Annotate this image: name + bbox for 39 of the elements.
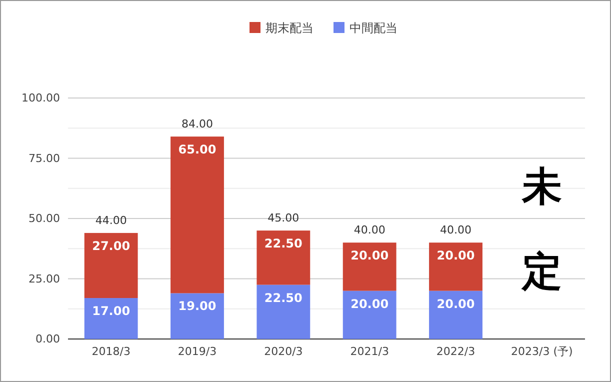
bar	[256, 284, 310, 339]
y-tick-label: 100.00	[22, 92, 60, 105]
data-label: 20.00	[436, 296, 475, 311]
y-tick-label: 25.00	[28, 272, 60, 286]
bar	[170, 136, 224, 294]
legend-label: 中間配当	[350, 21, 398, 35]
data-label: 20.00	[350, 248, 389, 263]
data-label: 22.50	[264, 290, 302, 305]
x-tick-label: 2019/3	[178, 344, 217, 358]
bar	[256, 230, 310, 285]
total-label: 40.00	[354, 224, 386, 237]
data-label: 22.50	[264, 236, 302, 251]
x-tick-label: 2023/3 (予)	[511, 344, 573, 358]
total-label: 84.00	[182, 118, 213, 131]
x-tick-label: 2020/3	[264, 344, 303, 358]
y-tick-label: 0.00	[36, 332, 60, 346]
total-label: 40.00	[440, 224, 472, 237]
bar	[342, 290, 396, 339]
data-label: 65.00	[178, 142, 216, 157]
x-tick-label: 2021/3	[350, 344, 389, 358]
legend-label: 期末配当	[266, 21, 314, 35]
bar	[170, 293, 224, 339]
bar	[84, 232, 138, 298]
data-label: 27.00	[92, 238, 130, 253]
y-tick-label: 50.00	[28, 212, 60, 226]
bar	[429, 290, 482, 339]
y-tick-label: 75.00	[28, 152, 60, 165]
bar	[429, 242, 482, 291]
total-label: 45.00	[268, 212, 300, 225]
total-label: 44.00	[95, 214, 127, 227]
data-label: 20.00	[436, 248, 475, 263]
data-label: 17.00	[92, 304, 130, 318]
data-label: 20.00	[350, 296, 389, 311]
data-label: 19.00	[178, 299, 216, 314]
bar	[84, 298, 138, 339]
x-tick-label: 2022/3	[436, 344, 476, 358]
bar	[342, 242, 396, 291]
annotation: 未定	[520, 164, 562, 295]
x-tick-label: 2018/3	[92, 344, 130, 358]
